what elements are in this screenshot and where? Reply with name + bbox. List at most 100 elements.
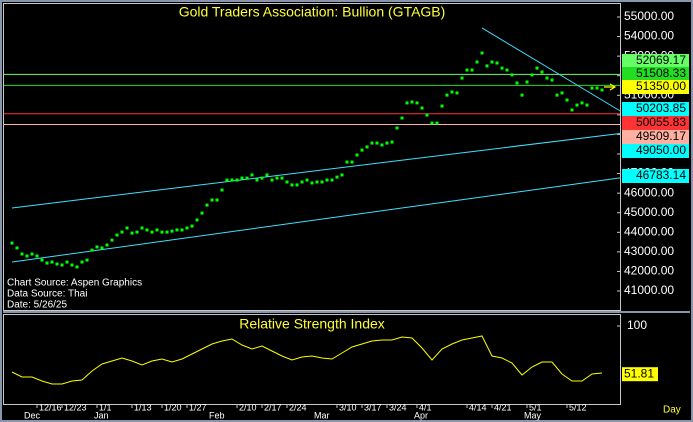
price-dot [125, 226, 129, 230]
source-note: Chart Source: Aspen Graphics [7, 278, 142, 289]
price-dot [580, 101, 584, 105]
price-dot [55, 262, 59, 266]
price-dot [515, 81, 519, 85]
price-dot [10, 241, 14, 245]
y-tick-label: 55000.00 [624, 9, 674, 23]
price-dot [225, 178, 229, 182]
price-dot [435, 121, 439, 125]
price-dot [270, 178, 274, 182]
price-dot [535, 66, 539, 70]
price-dot [85, 258, 89, 262]
price-dot [160, 230, 164, 234]
price-dot [310, 181, 314, 185]
price-dot [30, 252, 34, 256]
x-tick-label: 2/24 [289, 402, 307, 412]
price-dot [415, 101, 419, 105]
price-dot [140, 226, 144, 230]
level-box [622, 130, 689, 144]
price-dot [425, 113, 429, 117]
price-dot [335, 175, 339, 179]
x-tick-label: 5/1 [529, 402, 542, 412]
level-label: 46783.14 [636, 168, 686, 182]
price-dot [290, 183, 294, 187]
y-tick-label: 42000.00 [624, 264, 674, 278]
price-dot [315, 180, 319, 184]
level-label: 49050.00 [636, 143, 686, 157]
level-label: 51508.33 [636, 66, 686, 80]
price-dot [275, 176, 279, 180]
y-tick-label: 54000.00 [624, 29, 674, 43]
price-dot [215, 198, 219, 202]
price-dot [510, 73, 514, 77]
price-dot [490, 60, 494, 64]
price-dot [155, 228, 159, 232]
price-dot [180, 228, 184, 232]
price-dot [545, 76, 549, 80]
price-dot [15, 246, 19, 250]
price-dot [220, 188, 224, 192]
price-dot [475, 60, 479, 64]
price-dot [190, 224, 194, 228]
level-box [622, 67, 689, 81]
level-box [622, 169, 689, 183]
price-dot [400, 116, 404, 120]
x-tick-label: 4/14 [469, 402, 487, 412]
price-dot [570, 108, 574, 112]
price-dot [395, 126, 399, 130]
price-dot [325, 178, 329, 182]
level-box [622, 102, 689, 116]
price-dot [245, 176, 249, 180]
price-dot [385, 141, 389, 145]
price-dot [145, 228, 149, 232]
price-dot [450, 90, 454, 94]
price-dot [25, 254, 29, 258]
price-dot [540, 70, 544, 74]
price-dot [575, 103, 579, 107]
price-dot [200, 211, 204, 215]
x-tick-label: 3/24 [389, 402, 407, 412]
price-dot [370, 141, 374, 145]
y-tick-label: 44000.00 [624, 224, 674, 238]
price-dot [45, 261, 49, 265]
price-dot [35, 254, 39, 258]
price-dot [120, 230, 124, 234]
price-dot [235, 178, 239, 182]
price-dot [355, 153, 359, 157]
price-dot [410, 100, 414, 104]
x-tick-label: 5/12 [569, 402, 587, 412]
price-dot [485, 64, 489, 68]
x-tick-label: 4/1 [419, 402, 432, 412]
month-label: Feb [209, 410, 225, 420]
price-dot [445, 93, 449, 97]
price-dot [555, 93, 559, 97]
rsi-panel: 100 51.81 [11, 318, 658, 385]
month-label: Jan [94, 410, 109, 420]
x-tick-label: 1/27 [189, 402, 207, 412]
rsi-line [11, 335, 603, 385]
price-dot [565, 98, 569, 102]
price-dot [75, 265, 79, 269]
x-tick-label: 1/1 [99, 402, 112, 412]
price-dot [255, 178, 259, 182]
price-dot [185, 226, 189, 230]
month-label: Dec [24, 410, 41, 420]
level-box [622, 144, 689, 158]
trend-line [481, 27, 621, 112]
x-tick-label: 4/21 [494, 402, 512, 412]
price-dot [205, 203, 209, 207]
price-dot [165, 230, 169, 234]
x-tick-label: 2/17 [264, 402, 282, 412]
x-axis-label: Day [663, 405, 681, 416]
month-label: Apr [414, 410, 428, 420]
level-label: 51350.00 [636, 79, 686, 93]
price-dot [195, 218, 199, 222]
price-dot [470, 68, 474, 72]
price-dot [100, 246, 104, 250]
price-dot [595, 86, 599, 90]
x-tick-label: 12/16 [39, 402, 62, 412]
last-value-box [622, 367, 658, 382]
price-dot [20, 252, 24, 256]
trend-line [11, 132, 621, 209]
